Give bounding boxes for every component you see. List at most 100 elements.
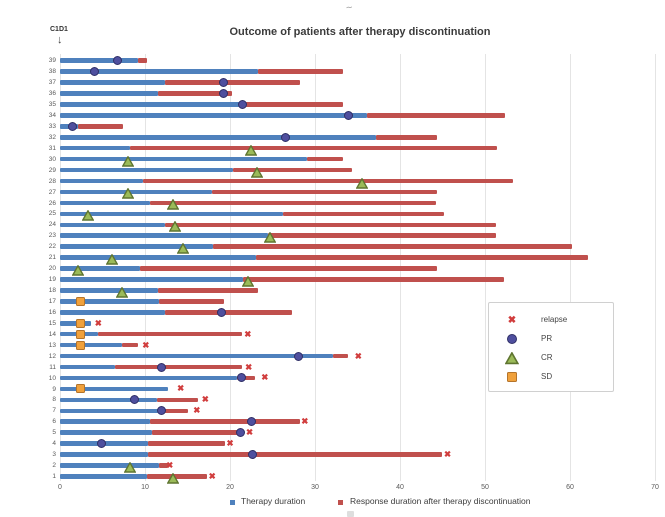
relapse-marker: ✖ — [301, 416, 309, 427]
response-bar — [256, 255, 588, 260]
response-bar — [158, 463, 168, 468]
response-bar — [366, 113, 506, 118]
pr-marker — [113, 56, 123, 66]
relapse-marker: ✖ — [245, 361, 253, 372]
cr-marker — [355, 176, 369, 189]
cr-marker — [115, 285, 129, 298]
cropped-legend-artifact — [347, 511, 354, 517]
x-gridline — [485, 54, 486, 481]
response-bar — [165, 222, 497, 228]
response-bar — [258, 69, 344, 74]
y-axis-label: 25 — [48, 210, 56, 218]
therapy-bar — [60, 299, 159, 304]
y-axis-label: 21 — [48, 254, 56, 262]
pr-marker — [218, 78, 228, 88]
therapy-bar — [60, 353, 333, 359]
y-axis-label: 20 — [48, 265, 56, 273]
y-axis-label: 19 — [48, 276, 56, 284]
response-bar — [150, 419, 300, 424]
pr-marker — [90, 67, 100, 77]
therapy-bar — [60, 288, 158, 293]
response-bar — [143, 178, 514, 184]
y-axis-label: 18 — [48, 287, 56, 295]
response-bar — [77, 124, 123, 129]
relapse-marker: ✖ — [444, 449, 452, 460]
therapy-bar — [60, 255, 257, 260]
response-bar — [282, 211, 445, 217]
relapse-marker: ✖ — [166, 459, 174, 470]
response-legend-swatch — [338, 500, 343, 505]
therapy-bar — [60, 145, 130, 151]
y-axis-label: 2 — [52, 462, 56, 470]
therapy-bar — [60, 321, 92, 326]
pr-marker — [218, 89, 228, 99]
y-axis-label: 1 — [52, 473, 56, 481]
response-bar — [332, 353, 349, 359]
therapy-legend-label: Therapy duration — [241, 496, 306, 506]
response-bar — [242, 277, 504, 282]
therapy-bar — [60, 135, 377, 140]
relapse-marker: ✖ — [201, 394, 209, 405]
cr-marker — [504, 351, 520, 365]
y-axis-label: 11 — [49, 363, 56, 371]
x-tick-label: 0 — [58, 484, 62, 491]
legend-item-label: CR — [541, 353, 553, 362]
response-bar — [98, 331, 242, 337]
x-gridline — [570, 54, 571, 481]
therapy-bar — [60, 222, 166, 228]
y-axis-label: 17 — [48, 297, 56, 305]
cr-marker — [168, 219, 182, 232]
x-tick-label: 50 — [481, 484, 489, 491]
therapy-legend-swatch — [230, 500, 235, 505]
y-axis-label: 22 — [48, 243, 56, 251]
therapy-bar — [60, 80, 166, 85]
therapy-bar — [60, 211, 283, 217]
response-bar — [151, 430, 241, 435]
response-bar — [150, 200, 436, 206]
relapse-marker: ✖ — [507, 314, 517, 326]
response-bar — [158, 299, 225, 304]
sd-marker — [75, 296, 85, 306]
therapy-bar — [60, 244, 213, 249]
cr-marker — [71, 263, 85, 276]
response-bar — [146, 474, 208, 479]
cr-marker — [81, 208, 95, 222]
response-bar — [157, 288, 259, 293]
cr-marker — [166, 197, 180, 211]
marker-legend-box: ✖ relapse PR CR SD — [488, 302, 614, 392]
therapy-bar — [60, 266, 140, 271]
response-bar — [156, 397, 198, 403]
therapy-bar — [60, 397, 157, 403]
image-artifact-mark: ~ — [345, 1, 354, 15]
therapy-bar — [60, 474, 147, 479]
x-tick-label: 70 — [651, 484, 659, 491]
y-axis-label: 32 — [48, 133, 56, 141]
therapy-bar — [60, 167, 234, 173]
pr-marker — [97, 439, 107, 449]
pr-marker — [343, 110, 353, 120]
relapse-marker: ✖ — [94, 317, 102, 328]
relapse-marker: ✖ — [193, 405, 201, 416]
c1d1-down-arrow-icon: ↓ — [57, 34, 63, 46]
sd-marker — [75, 384, 85, 394]
therapy-bar — [60, 189, 213, 195]
y-axis-label: 4 — [52, 440, 56, 448]
relapse-marker: ✖ — [142, 339, 150, 350]
response-bar — [157, 91, 232, 96]
pr-marker — [506, 333, 517, 344]
cr-marker — [121, 186, 135, 200]
y-axis-label: 30 — [48, 155, 56, 163]
relapse-marker: ✖ — [208, 470, 216, 481]
response-bar — [240, 102, 344, 107]
pr-marker — [280, 132, 290, 142]
y-axis-label: 15 — [48, 319, 56, 327]
therapy-bar — [60, 375, 237, 381]
response-bar — [115, 364, 242, 370]
relapse-marker: ✖ — [261, 372, 269, 383]
relapse-marker: ✖ — [244, 328, 252, 339]
x-tick-label: 20 — [226, 484, 234, 491]
response-bar — [158, 408, 189, 414]
therapy-bar — [60, 277, 243, 282]
y-axis-label: 36 — [48, 90, 56, 98]
response-bar — [306, 156, 344, 162]
